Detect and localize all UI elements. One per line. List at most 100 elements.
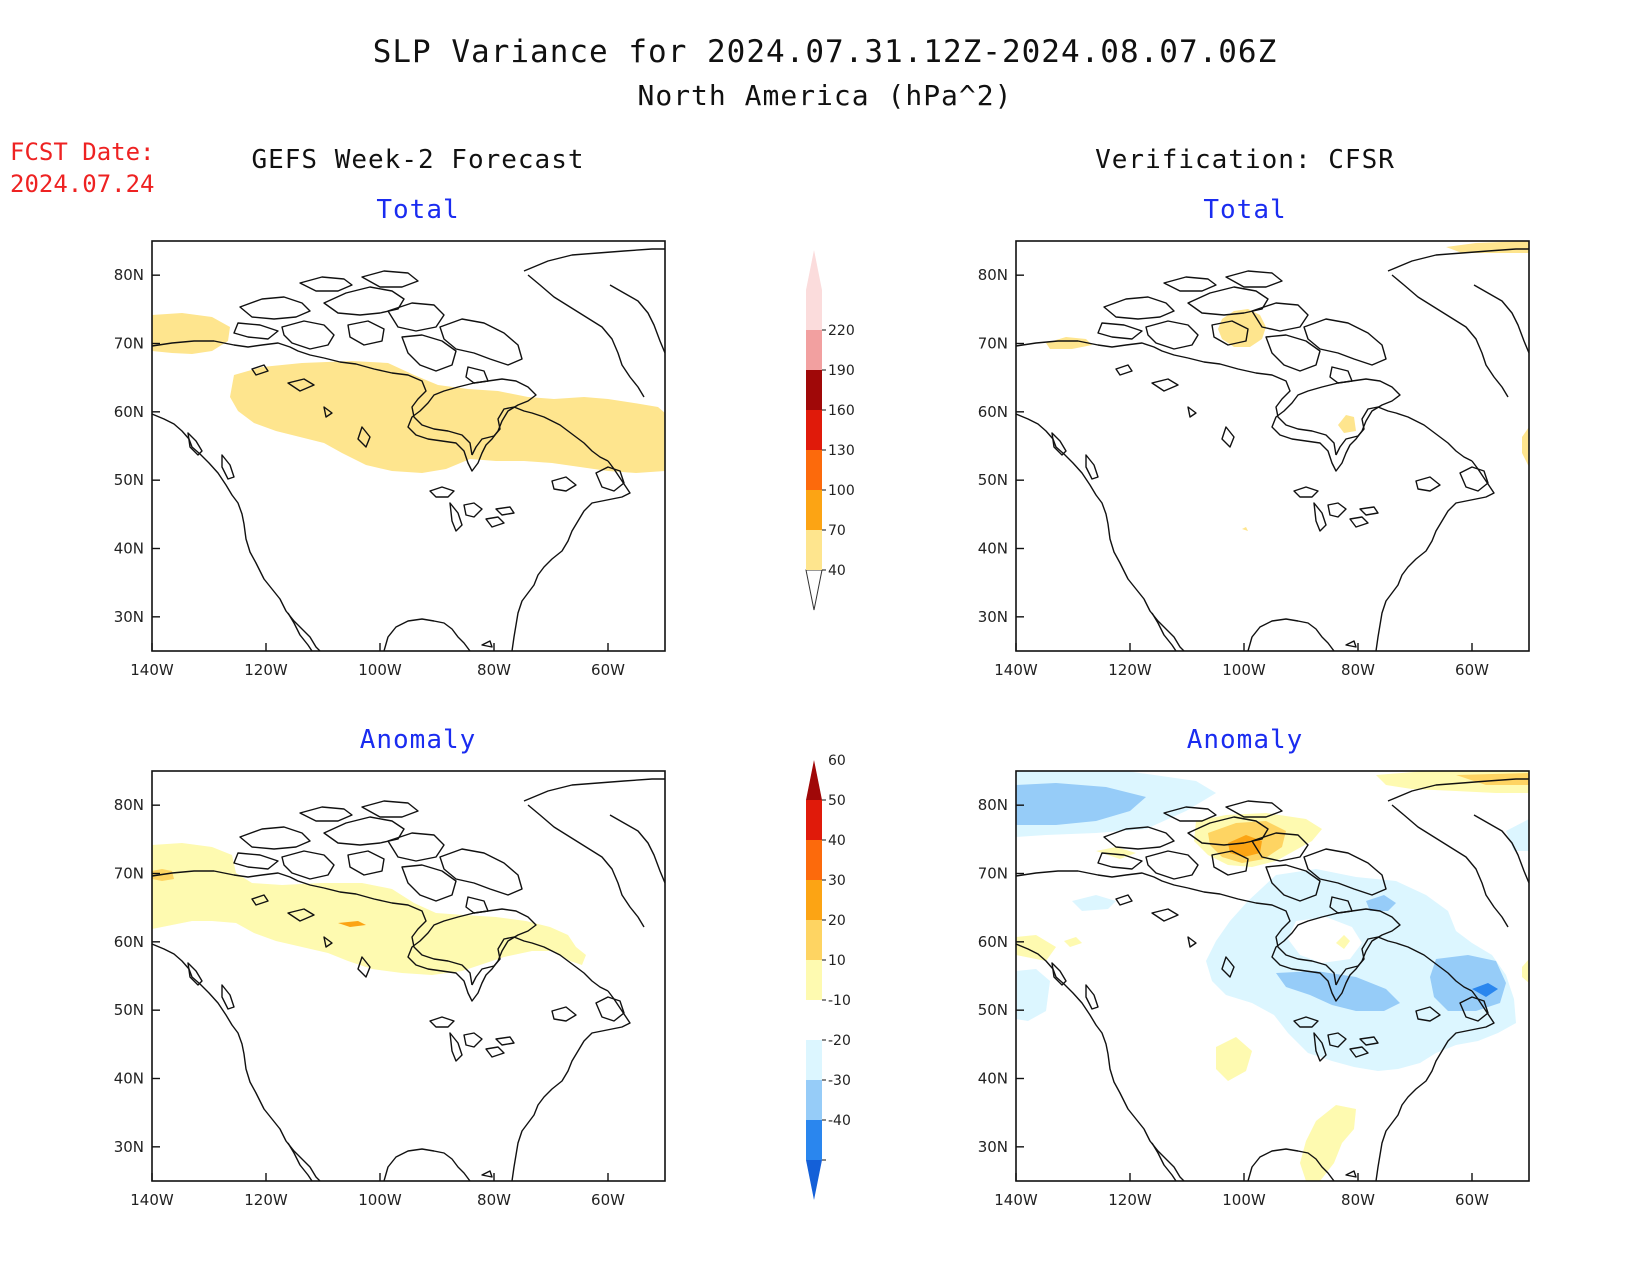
colorbar-box	[806, 450, 822, 490]
y-tick-label: 70N	[978, 865, 1008, 883]
colorbar-level-label: 50	[828, 793, 846, 809]
shade-total-40-70	[1242, 527, 1248, 531]
colorbar-level-label: -40	[828, 1113, 851, 1129]
colorbar-box	[806, 1120, 822, 1160]
colorbar-extend-high	[806, 250, 822, 290]
y-tick-label: 30N	[978, 608, 1008, 626]
map-frame	[1015, 240, 1530, 652]
shade-anom-10-20	[1216, 1037, 1252, 1081]
y-tick-label: 30N	[114, 608, 144, 626]
fcst-date-label: FCST Date:	[10, 138, 155, 166]
panel-title-tr: Total	[1203, 195, 1286, 225]
x-tick-label: 60W	[1455, 1191, 1489, 1209]
shade-anom-10-20	[1016, 935, 1056, 961]
colorbar-anomaly: -40 -30 -20 -10 10 20 30 40 50 60	[806, 753, 851, 1200]
map-panel-forecast-anomaly: 140W 120W 100W 80W 60W 80N 70N 60N 50N 40N 30N	[114, 770, 666, 1209]
colorbar-level-label: 130	[828, 443, 855, 459]
y-tick-label: 50N	[978, 471, 1008, 489]
y-tick-label: 70N	[114, 865, 144, 883]
x-tick-label: 100W	[358, 1191, 402, 1209]
axes-ticks: 140W 120W 100W 80W 60W 80N 70N 60N 50N 40N 30N	[114, 266, 625, 679]
colorbar-total: 40 70 100 130 160 190 220	[805, 250, 855, 611]
shade-anom-neutral	[1288, 917, 1362, 963]
shade-anom-20-30	[1456, 773, 1529, 785]
shade-anom-10-20	[1300, 1105, 1356, 1181]
x-tick-label: 120W	[1108, 1191, 1152, 1209]
x-tick-label: 60W	[591, 661, 625, 679]
x-tick-label: 120W	[1108, 661, 1152, 679]
x-tick-label: 80W	[1341, 661, 1375, 679]
colorbar-extend-high	[806, 760, 822, 800]
colorbar-level-label: -30	[828, 1073, 851, 1089]
left-column-header: GEFS Week-2 Forecast	[251, 145, 584, 175]
x-tick-label: 120W	[244, 1191, 288, 1209]
colorbar-level-label: 220	[828, 323, 855, 339]
colorbar-box	[806, 1040, 822, 1080]
y-tick-label: 70N	[978, 335, 1008, 353]
axes-ticks: 140W 120W 100W 80W 60W 80N 70N 60N 50N 40N 30N	[978, 796, 1489, 1209]
colorbar-box	[806, 1080, 822, 1120]
y-tick-label: 50N	[978, 1001, 1008, 1019]
map-frame	[1015, 770, 1530, 1182]
colorbar-box	[806, 840, 822, 880]
shade-total-40-70	[1218, 309, 1266, 347]
x-tick-label: 140W	[994, 661, 1038, 679]
map-frame	[151, 240, 666, 652]
y-tick-label: 40N	[114, 1070, 144, 1088]
y-tick-label: 80N	[978, 796, 1008, 814]
colorbar-level-label: -10	[828, 993, 851, 1009]
axes-ticks: 140W 120W 100W 80W 60W 80N 70N 60N 50N 40N 30N	[978, 266, 1489, 679]
x-tick-label: 140W	[130, 661, 174, 679]
figure-subtitle: North America (hPa^2)	[637, 79, 1012, 112]
x-tick-label: 100W	[358, 661, 402, 679]
colorbar-level-label: 30	[828, 873, 846, 889]
y-tick-label: 80N	[114, 796, 144, 814]
shade-total-40-70	[230, 361, 665, 473]
y-tick-label: 80N	[978, 266, 1008, 284]
colorbar-level-label: 70	[828, 523, 846, 539]
colorbar-level-label: 40	[828, 833, 846, 849]
y-tick-label: 50N	[114, 1001, 144, 1019]
shade-anom-neg20-30	[1276, 971, 1400, 1011]
y-tick-label: 60N	[114, 403, 144, 421]
shade-anom-10-20	[152, 843, 586, 975]
shade-anom-neg30-40	[1472, 983, 1498, 997]
colorbar-extend-low	[806, 1160, 822, 1200]
shade-total-40-70	[152, 313, 230, 354]
colorbar-box	[806, 920, 822, 960]
y-tick-label: 30N	[114, 1138, 144, 1156]
y-tick-label: 40N	[978, 540, 1008, 558]
x-tick-label: 80W	[477, 1191, 511, 1209]
x-tick-label: 80W	[477, 661, 511, 679]
fcst-date-value: 2024.07.24	[10, 170, 155, 198]
axes-ticks: 140W 120W 100W 80W 60W 80N 70N 60N 50N 40N 30N	[114, 796, 625, 1209]
y-tick-label: 40N	[978, 1070, 1008, 1088]
colorbar-level-label: 40	[828, 563, 846, 579]
map-panel-verification-total: 140W 120W 100W 80W 60W 80N 70N 60N 50N 40N 30N	[978, 240, 1530, 679]
colorbar-level-label: 10	[828, 953, 846, 969]
panel-title-bl: Anomaly	[360, 725, 477, 755]
x-tick-label: 140W	[130, 1191, 174, 1209]
y-tick-label: 60N	[978, 933, 1008, 951]
x-tick-label: 100W	[1222, 661, 1266, 679]
colorbar-level-label: 20	[828, 913, 846, 929]
shade-anom-neg10-20	[1506, 819, 1529, 851]
colorbar-box	[806, 410, 822, 450]
colorbar-box	[806, 330, 822, 370]
x-tick-label: 100W	[1222, 1191, 1266, 1209]
panel-title-tl: Total	[376, 195, 459, 225]
shade-total-40-70	[1338, 415, 1356, 433]
y-tick-label: 50N	[114, 471, 144, 489]
shade-anom-neg20-30	[1430, 955, 1506, 1011]
shade-anom-10-20	[1522, 959, 1529, 983]
y-tick-label: 30N	[978, 1138, 1008, 1156]
shade-anom-neg20-30	[1016, 783, 1146, 825]
colorbar-box	[806, 1000, 822, 1040]
figure-title: SLP Variance for 2024.07.31.12Z-2024.08.…	[373, 34, 1278, 70]
map-panel-forecast-total: 140W 120W 100W 80W 60W 80N 70N 60N 50N 40N 30N	[114, 240, 666, 679]
colorbar-box	[806, 490, 822, 530]
colorbar-extend-low	[805, 569, 823, 611]
x-tick-label: 60W	[1455, 661, 1489, 679]
x-tick-label: 140W	[994, 1191, 1038, 1209]
y-tick-label: 80N	[114, 266, 144, 284]
